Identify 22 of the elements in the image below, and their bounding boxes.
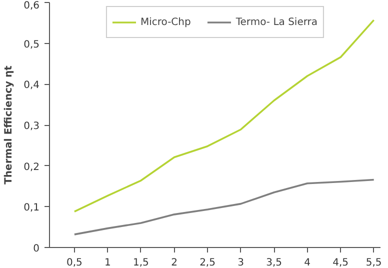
legend-label: Termo- La Sierra [236, 16, 318, 28]
y-tick-label: 0 [33, 244, 40, 254]
x-tick-label: 2,5 [200, 258, 216, 268]
line-series [74, 19, 375, 212]
y-axis-title: Thermal Efficiency ηt [4, 65, 15, 184]
y-tick-label: 0,3 [24, 121, 40, 132]
y-tick-label: 0,1 [24, 202, 40, 214]
x-tick-label: 1,5 [133, 258, 149, 268]
x-tick-label: 4,5 [332, 258, 349, 268]
x-tick-label: 0,5 [66, 258, 82, 268]
x-tick-label: 3,5 [266, 258, 282, 268]
legend-label: Micro-Chp [140, 16, 191, 28]
x-tick-label: 2 [171, 258, 178, 268]
x-tick-label: 1 [104, 258, 111, 268]
y-tick-label: 0,2 [24, 162, 40, 173]
y-tick-label: 0,4 [24, 80, 40, 92]
y-tick-label: 0,5 [24, 39, 40, 50]
x-tick-label: 4 [304, 258, 311, 268]
y-tick-label: 0,6 [24, 0, 40, 12]
line-series [74, 178, 375, 236]
x-tick-label: 5,5 [366, 258, 382, 268]
x-tick-label: 3 [238, 258, 244, 268]
